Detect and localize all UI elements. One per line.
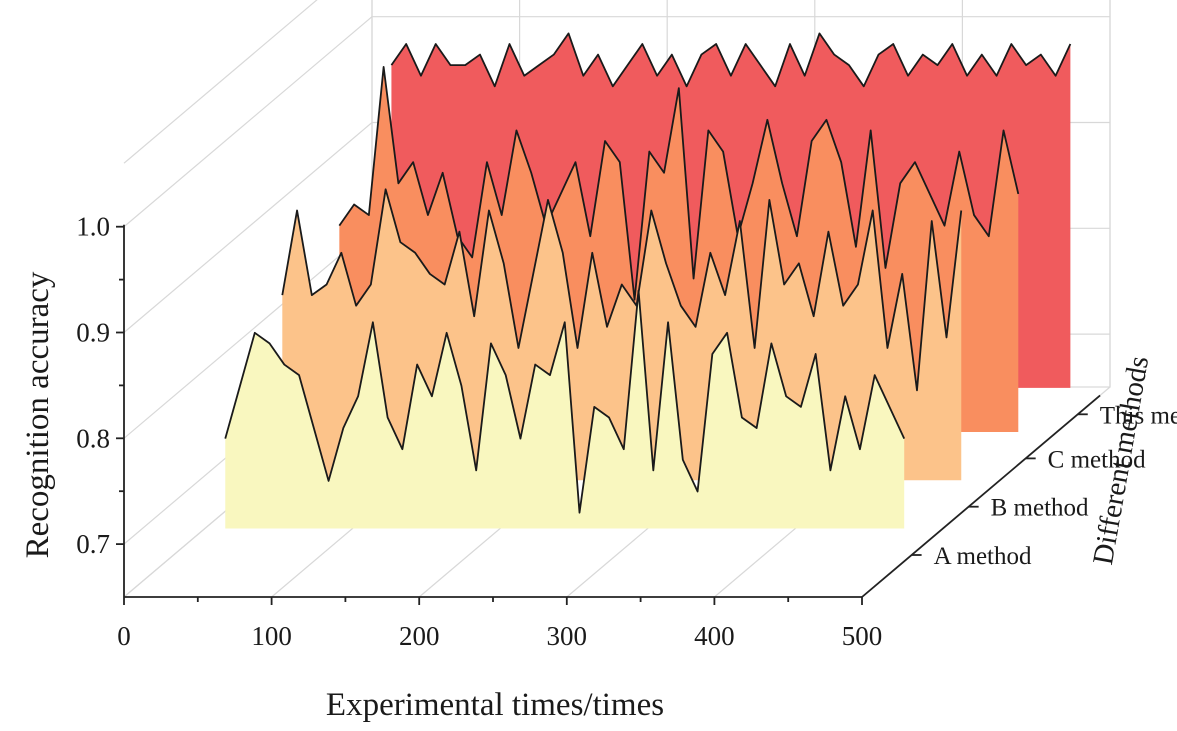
- y-tick-label: 0.8: [76, 423, 110, 453]
- y-tick-label: 0.7: [76, 529, 110, 559]
- series-layer: [224, 32, 1072, 529]
- depth-tick-label: C method: [1048, 446, 1146, 473]
- x-tick-label: 400: [694, 621, 735, 651]
- x-tick-label: 200: [399, 621, 440, 651]
- side-wall-top: [123, 0, 318, 164]
- y-axis-title: Recognition accuracy: [20, 271, 56, 558]
- side-wall-gridline-y: [123, 122, 373, 333]
- side-wall-gridline-y: [123, 227, 373, 439]
- depth-tick-label: This method: [1100, 402, 1177, 429]
- depth-tick-label: B method: [991, 495, 1089, 522]
- x-axis-title: Experimental times/times: [326, 687, 664, 723]
- depth-axis-line: [861, 394, 1101, 598]
- series-line: [390, 32, 1072, 88]
- x-tick-label: 0: [117, 621, 131, 651]
- series-line: [338, 66, 1020, 301]
- depth-tick-label: A method: [934, 543, 1032, 570]
- y-tick-label: 1.0: [76, 212, 110, 242]
- x-tick-label: 100: [251, 621, 292, 651]
- x-tick-label: 300: [547, 621, 588, 651]
- series-line: [224, 289, 906, 514]
- series-line: [281, 188, 963, 392]
- side-wall-gridline-y: [123, 16, 373, 228]
- series-a-method: [224, 289, 906, 529]
- axes: 0 100 200 300 400 500 0.7 0.8 0.9 1.0 A method B me…: [76, 212, 1177, 651]
- series-area: [225, 290, 905, 529]
- x-tick-label: 500: [842, 621, 883, 651]
- y-tick-label: 0.9: [76, 318, 110, 348]
